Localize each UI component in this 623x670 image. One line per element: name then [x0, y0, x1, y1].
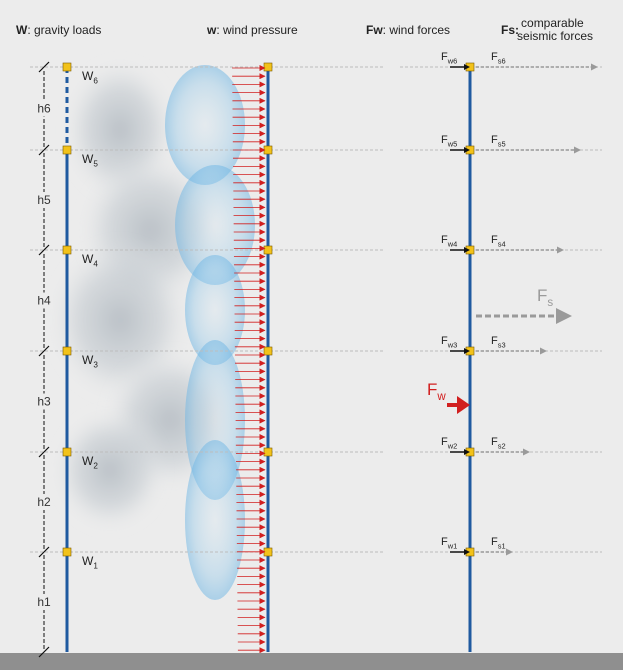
gravity-load-label: W2 — [82, 454, 98, 471]
wind-force-label: Fw5 — [441, 134, 457, 148]
gravity-load-label: W3 — [82, 353, 98, 370]
seismic-force-arrowhead — [557, 246, 564, 254]
seismic-force-label: Fs4 — [491, 234, 506, 248]
floor-node — [263, 346, 273, 356]
wind-force-arrowhead — [464, 64, 470, 70]
floor-node — [263, 245, 273, 255]
seismic-force-arrowhead — [574, 146, 581, 154]
dimension-tick — [38, 646, 50, 658]
wind-force-label: Fw2 — [441, 436, 457, 450]
floor-node — [263, 447, 273, 457]
floor-node — [62, 547, 72, 557]
seismic-force-label: Fs1 — [491, 536, 506, 550]
wind-force-arrowhead — [464, 147, 470, 153]
floor-node — [263, 62, 273, 72]
header-seismic-forces: Fs: comparable seismic forces — [501, 16, 594, 43]
seismic-force-label: Fs5 — [491, 134, 506, 148]
wind-force-arrowhead — [464, 247, 470, 253]
wind-force-label: Fw4 — [441, 234, 457, 248]
seismic-force-arrowhead — [506, 548, 513, 556]
resultant-wind-label: Fw — [427, 380, 446, 403]
header-wind-pressure: w: wind pressure — [207, 23, 298, 37]
floor-node — [263, 145, 273, 155]
storey-height-label: h1 — [37, 595, 51, 609]
resultant-wind-arrowhead — [457, 396, 470, 414]
floor-node — [62, 346, 72, 356]
seismic-force-label: Fs3 — [491, 335, 506, 349]
floor-node — [62, 62, 72, 72]
dimension-tick — [38, 244, 50, 256]
wind-force-arrowhead — [464, 549, 470, 555]
dimension-tick — [38, 546, 50, 558]
storey-height-label: h4 — [37, 294, 51, 308]
storey-height-label: h6 — [37, 102, 51, 116]
dimension-tick — [38, 144, 50, 156]
dimension-tick — [38, 345, 50, 357]
seismic-force-arrowhead — [591, 63, 598, 71]
dimension-tick — [38, 61, 50, 73]
floor-node — [62, 145, 72, 155]
gravity-load-label: W4 — [82, 252, 98, 269]
gravity-load-label: W5 — [82, 152, 98, 169]
storey-height-label: h5 — [37, 193, 51, 207]
header-gravity-loads: W: gravity loads — [16, 23, 102, 37]
storey-height-label: h3 — [37, 395, 51, 409]
wind-cloud-illustration — [50, 60, 255, 600]
floor-node — [62, 447, 72, 457]
dimension-tick — [38, 446, 50, 458]
seismic-force-arrowhead — [523, 448, 530, 456]
resultant-seismic-arrowhead — [556, 308, 572, 324]
wind-force-label: Fw1 — [441, 536, 457, 550]
seismic-force-label: Fs6 — [491, 51, 506, 65]
header-wind-forces: Fw: wind forces — [366, 23, 451, 37]
wind-force-label: Fw6 — [441, 51, 457, 65]
ground — [0, 653, 623, 670]
seismic-force-label: Fs2 — [491, 436, 506, 450]
floor-node — [62, 245, 72, 255]
storey-height-label: h2 — [37, 495, 51, 509]
wind-force-arrowhead — [464, 348, 470, 354]
wind-force-label: Fw3 — [441, 335, 457, 349]
floor-node — [263, 547, 273, 557]
gravity-load-label: W1 — [82, 554, 98, 571]
gravity-load-label: W6 — [82, 69, 98, 86]
resultant-seismic-label: Fs — [537, 286, 553, 309]
wind-force-arrowhead — [464, 449, 470, 455]
seismic-force-arrowhead — [540, 347, 547, 355]
